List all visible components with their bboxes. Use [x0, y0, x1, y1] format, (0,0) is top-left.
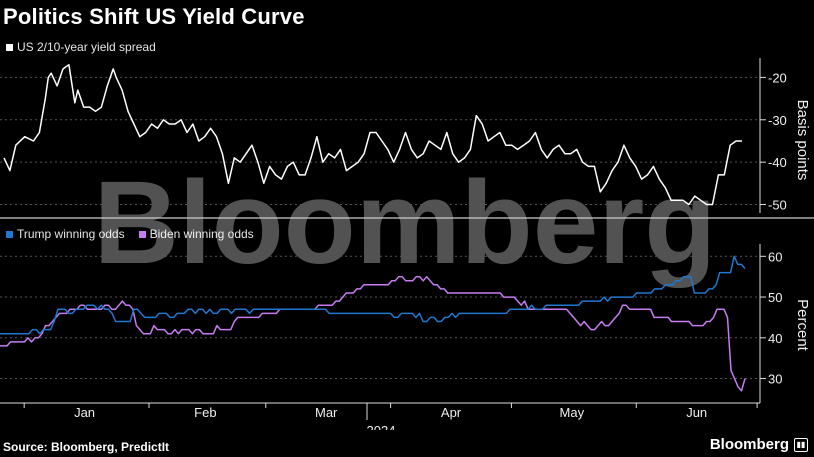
trump-legend: Trump winning odds — [6, 227, 125, 241]
spread-ytick-label: -40 — [768, 155, 787, 170]
odds-ytick-label: 60 — [768, 249, 782, 264]
spread-legend: US 2/10-year yield spread — [6, 40, 156, 54]
chart-canvas: Bloomberg -20 -30 -40 -50 Basis points 60 50 40 3… — [0, 58, 814, 430]
spread-ytick-label: -50 — [768, 198, 787, 213]
odds-ytick-label: 40 — [768, 331, 782, 346]
biden-legend-swatch — [138, 230, 146, 238]
trump-series-line — [0, 255, 746, 335]
x-tick-label: Jan — [74, 405, 95, 420]
spread-series-line — [3, 63, 742, 206]
x-tick-label: Mar — [315, 405, 338, 420]
odds-ytick-label: 30 — [768, 372, 782, 387]
spread-legend-label: US 2/10-year yield spread — [17, 40, 156, 54]
spread-ytick-label: -30 — [768, 113, 787, 128]
brand-logo: Bloomberg ▮▮ — [710, 436, 808, 453]
spread-legend-swatch — [6, 43, 13, 51]
odds-ylabel: Percent — [794, 299, 811, 352]
x-tick-label: May — [560, 405, 585, 420]
x-tick-label: Apr — [441, 405, 462, 420]
x-year-label: 2024 — [367, 423, 396, 430]
chart-title: Politics Shift US Yield Curve — [3, 4, 305, 29]
odds-legend: Trump winning odds Biden winning odds — [6, 227, 264, 241]
spread-ylabel: Basis points — [794, 100, 811, 181]
biden-legend-label: Biden winning odds — [149, 227, 254, 241]
source-note: Source: Bloomberg, PredictIt — [3, 440, 170, 454]
biden-series-line — [0, 275, 746, 392]
odds-ytick-label: 50 — [768, 290, 782, 305]
trump-legend-label: Trump winning odds — [17, 227, 125, 241]
watermark: Bloomberg — [94, 157, 717, 289]
biden-legend: Biden winning odds — [138, 227, 254, 241]
x-tick-label: Jun — [686, 405, 707, 420]
x-tick-label: Feb — [194, 405, 216, 420]
chart-badge-icon: ▮▮ — [794, 437, 808, 452]
trump-legend-swatch — [6, 230, 13, 238]
brand-name: Bloomberg — [709, 436, 789, 453]
spread-ytick-label: -20 — [768, 70, 787, 85]
